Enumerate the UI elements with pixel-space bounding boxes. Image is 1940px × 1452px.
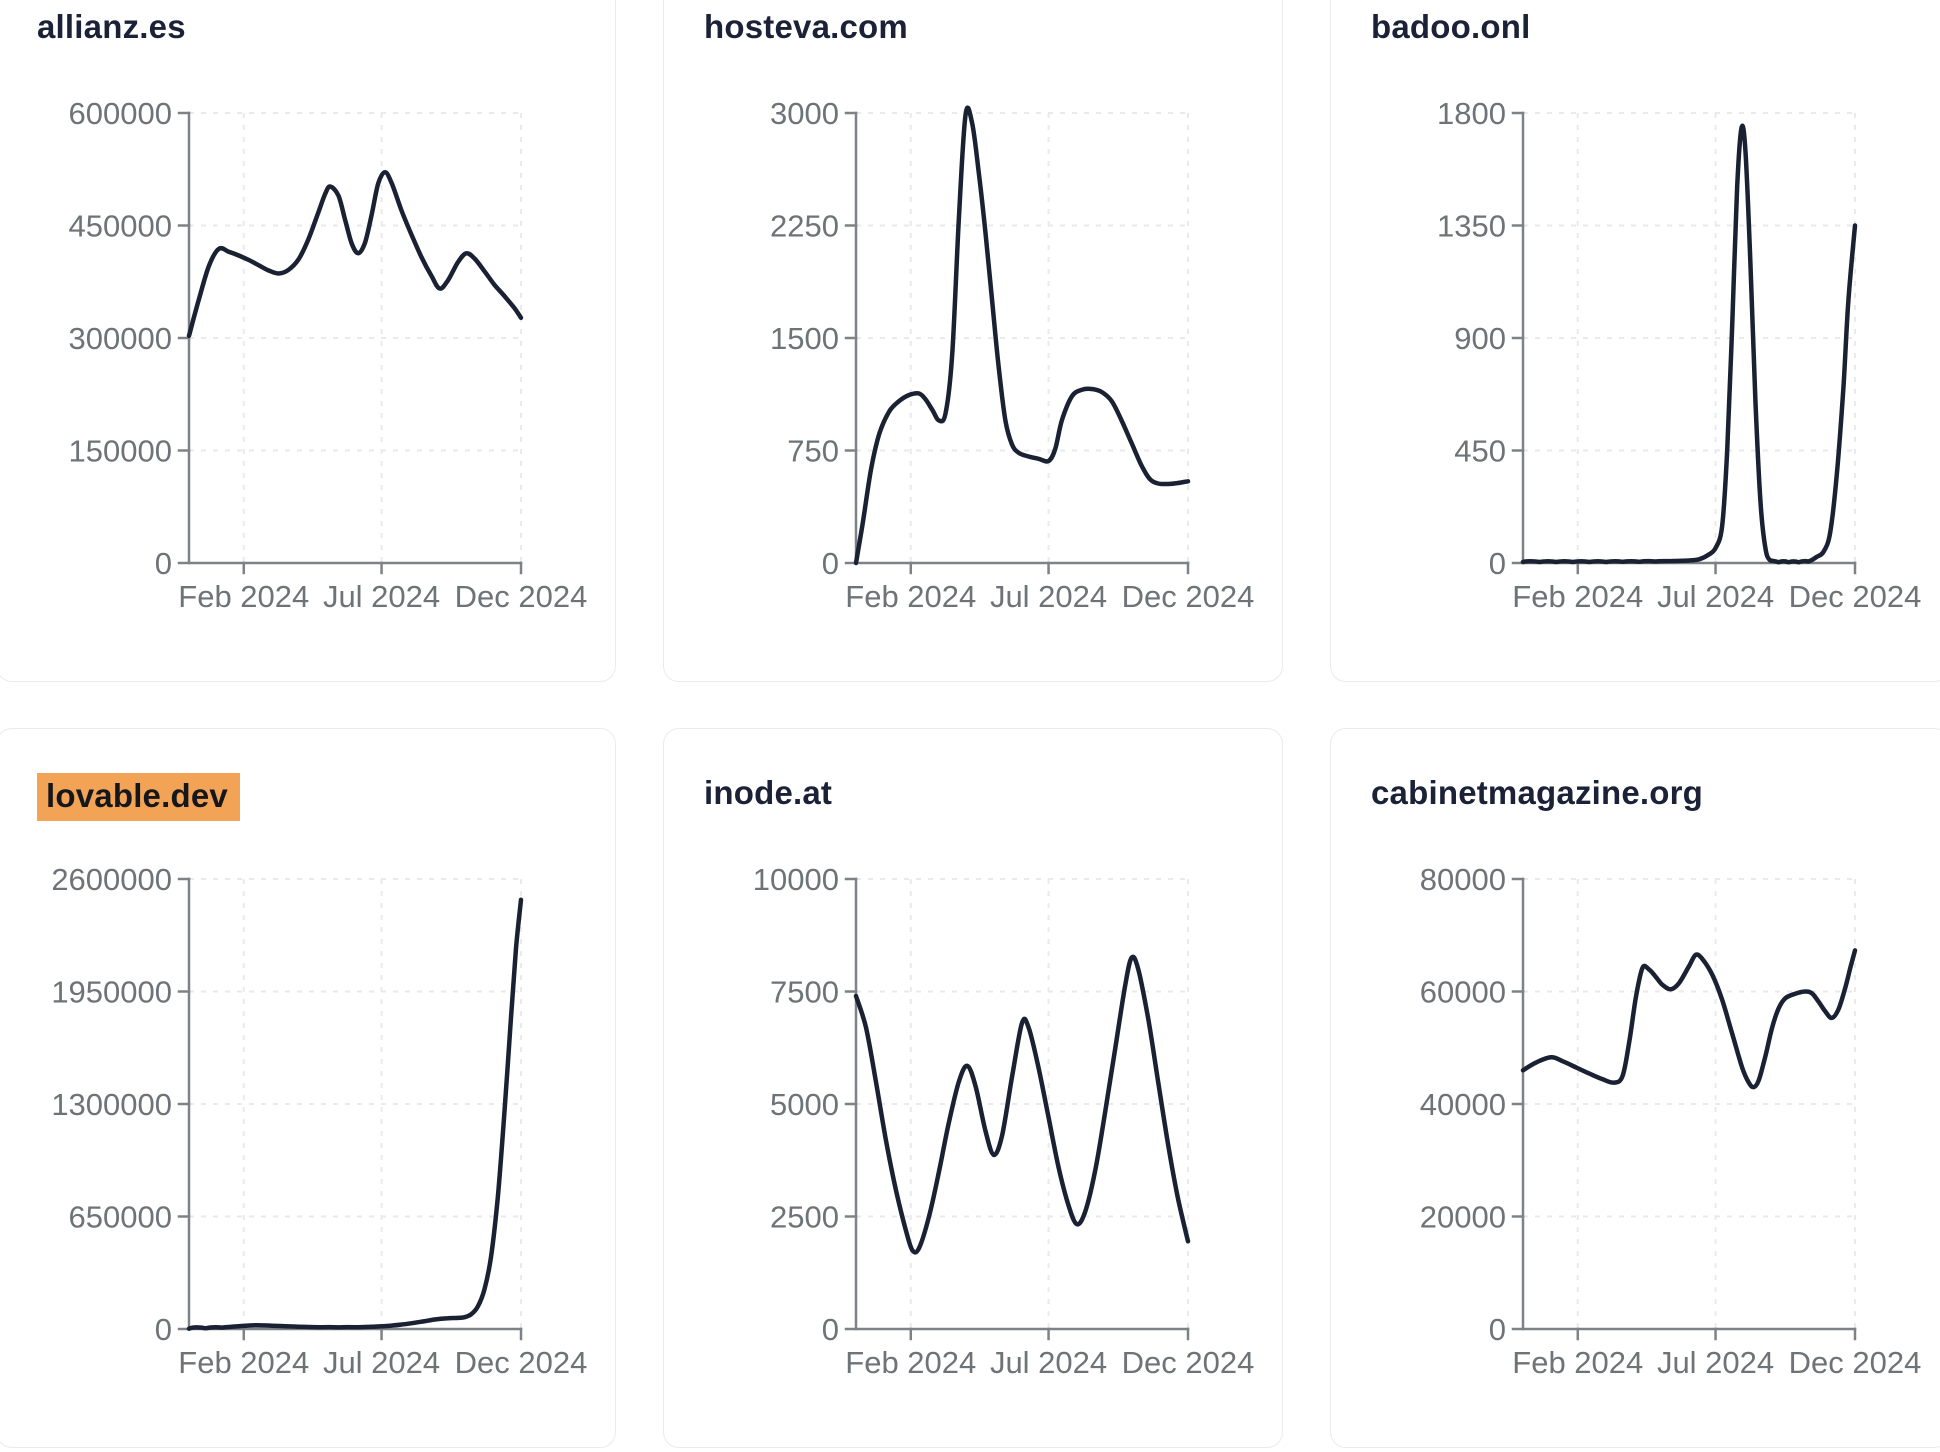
y-axis-tick-label: 1300000 [51,1087,172,1122]
domain-title-text: cabinetmagazine.org [1371,774,1704,811]
axes [844,877,1190,1341]
x-axis-tick-label: Dec 2024 [455,579,588,614]
domain-title: badoo.onl [1371,7,1530,47]
x-axis-tick-label: Feb 2024 [845,1345,976,1380]
y-axis-tick-label: 0 [822,1312,839,1347]
y-axis-tick-label: 1950000 [51,975,172,1010]
y-axis-tick-label: 1800 [1437,96,1506,131]
traffic-line-chart: 0 2500 5000 7500 10000 Feb 2024 Jul 2024 Dec 20… [664,729,1284,1449]
domain-chart-card: badoo.onl 0 450 900 1350 1800 Feb 2024 Jul 202… [1330,0,1940,682]
domain-title-text: badoo.onl [1371,8,1531,45]
y-axis-tick-label: 2600000 [51,862,172,897]
traffic-line [186,170,524,339]
y-axis-tick-label: 450 [1454,434,1506,469]
y-axis-tick-label: 20000 [1420,1200,1506,1235]
x-axis-tick-label: Feb 2024 [178,1345,309,1380]
line-chart-svg: 0 20000 40000 60000 80000 Feb 2024 Jul 2024 Dec… [1420,862,1922,1380]
y-axis-tick-label: 3000 [770,96,839,131]
y-axis-tick-label: 0 [155,1312,172,1347]
domain-chart-card: inode.at 0 2500 5000 7500 10000 Feb 2024 Jul 2… [663,728,1283,1448]
gridlines [1523,878,1856,1329]
traffic-line-chart: 0 650000 1300000 1950000 2600000 Feb 2024 Jul … [0,729,617,1449]
x-axis-tick-label: Dec 2024 [1789,579,1922,614]
gridlines [856,112,1189,563]
gridlines [1523,112,1856,563]
y-axis-tick-label: 10000 [753,862,839,897]
y-axis-tick-label: 60000 [1420,975,1506,1010]
line-chart-svg: 0 150000 300000 450000 600000 Feb 2024 Jul 202… [69,96,588,614]
x-axis-tick-label: Dec 2024 [1789,1345,1922,1380]
traffic-line-chart: 0 750 1500 2250 3000 Feb 2024 Jul 2024 Dec 2024 [664,0,1284,683]
y-axis-tick-label: 300000 [69,321,172,356]
y-axis-tick-label: 80000 [1420,862,1506,897]
y-axis-tick-label: 0 [1489,546,1506,581]
gridlines [189,878,522,1329]
gridlines [189,112,522,563]
domain-title: hosteva.com [704,7,908,47]
domain-title-text: hosteva.com [704,8,908,45]
x-axis-tick-label: Jul 2024 [990,1345,1107,1380]
x-axis-tick-label: Jul 2024 [990,579,1107,614]
domain-title: cabinetmagazine.org [1371,773,1703,813]
traffic-line [186,897,524,1331]
x-axis-tick-label: Dec 2024 [1122,579,1255,614]
y-axis-tick-label: 2500 [770,1200,839,1235]
y-axis-tick-label: 1500 [770,321,839,356]
domain-title: inode.at [704,773,832,813]
domain-chart-card: hosteva.com 0 750 1500 2250 3000 Feb 2024 Jul … [663,0,1283,682]
x-axis-tick-label: Jul 2024 [1657,1345,1774,1380]
x-axis-tick-label: Dec 2024 [1122,1345,1255,1380]
y-axis-tick-label: 0 [155,546,172,581]
x-axis-tick-label: Jul 2024 [1657,579,1774,614]
domain-title-text: allianz.es [37,8,186,45]
domain-chart-card: allianz.es 0 150000 300000 450000 600000 Feb … [0,0,616,682]
line-chart-svg: 0 750 1500 2250 3000 Feb 2024 Jul 2024 Dec 2024 [770,96,1255,614]
traffic-line [853,105,1191,566]
x-axis-tick-label: Feb 2024 [1512,579,1643,614]
domain-title-text: lovable.dev [37,773,240,821]
line-chart-svg: 0 650000 1300000 1950000 2600000 Feb 2024 Jul … [51,862,588,1380]
x-axis-tick-label: Feb 2024 [1512,1345,1643,1380]
domain-title: allianz.es [37,7,186,47]
y-axis-tick-label: 900 [1454,321,1506,356]
x-axis-tick-label: Dec 2024 [455,1345,588,1380]
x-axis-tick-label: Jul 2024 [323,579,440,614]
domain-title: lovable.dev [37,773,240,821]
y-axis-tick-label: 40000 [1420,1087,1506,1122]
domain-title-text: inode.at [704,774,833,811]
y-axis-tick-label: 1350 [1437,209,1506,244]
y-axis-tick-label: 750 [787,434,839,469]
x-axis-tick-label: Jul 2024 [323,1345,440,1380]
line-chart-svg: 0 450 900 1350 1800 Feb 2024 Jul 2024 Dec 2024 [1437,96,1922,614]
gridlines [856,878,1189,1329]
y-axis-tick-label: 600000 [69,96,172,131]
domain-chart-card: lovable.dev 0 650000 1300000 1950000 2600000… [0,728,616,1448]
axes [177,111,523,575]
traffic-line-chart: 0 20000 40000 60000 80000 Feb 2024 Jul 2024 Dec… [1331,729,1940,1449]
line-chart-svg: 0 2500 5000 7500 10000 Feb 2024 Jul 2024 Dec 20… [753,862,1255,1380]
traffic-line [1520,948,1858,1090]
traffic-line-chart: 0 150000 300000 450000 600000 Feb 2024 Jul 202… [0,0,617,683]
y-axis-tick-label: 7500 [770,975,839,1010]
traffic-line-chart: 0 450 900 1350 1800 Feb 2024 Jul 2024 Dec 2024 [1331,0,1940,683]
y-axis-tick-label: 0 [1489,1312,1506,1347]
y-axis-tick-label: 650000 [69,1200,172,1235]
y-axis-tick-label: 5000 [770,1087,839,1122]
y-axis-tick-label: 0 [822,546,839,581]
traffic-line [1520,123,1858,565]
y-axis-tick-label: 2250 [770,209,839,244]
traffic-line [853,954,1191,1255]
domain-chart-card: cabinetmagazine.org 0 20000 40000 60000 8000… [1330,728,1940,1448]
axes [1511,877,1857,1341]
y-axis-tick-label: 450000 [69,209,172,244]
axes [1511,111,1857,575]
axes [844,111,1190,575]
x-axis-tick-label: Feb 2024 [845,579,976,614]
y-axis-tick-label: 150000 [69,434,172,469]
x-axis-tick-label: Feb 2024 [178,579,309,614]
axes [177,877,523,1341]
